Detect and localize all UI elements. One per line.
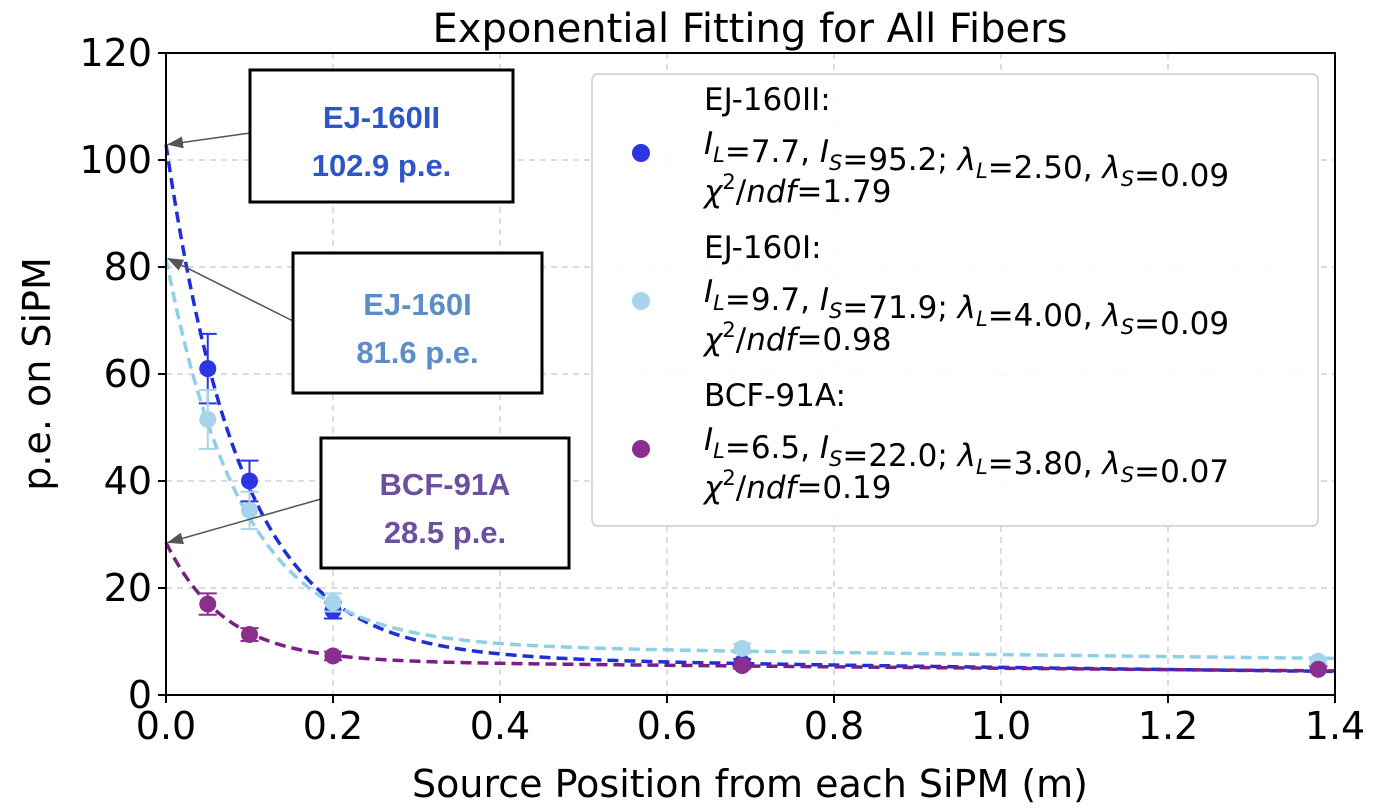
annotation-label: BCF-91A — [380, 467, 511, 502]
annotation-ej-160ii: EJ-160II 102.9 p.e. — [167, 68, 515, 204]
annotation-arrow — [167, 132, 251, 149]
legend-chi2: χ2/ndf=0.98 — [702, 318, 891, 358]
annotation-label: EJ-160II — [323, 100, 440, 135]
y-tick-label: 20 — [104, 566, 152, 610]
legend-fit-params: IL=7.7, IS=95.2; λL=2.50, λS=0.09 — [704, 126, 1229, 194]
y-tick-label: 0 — [128, 673, 152, 717]
y-tick-label: 40 — [104, 459, 152, 503]
x-tick-label: 1.4 — [1305, 704, 1365, 748]
legend-series-name: EJ-160II: — [704, 82, 831, 118]
data-point-ej-160i — [324, 592, 342, 613]
annotation-box — [319, 436, 571, 570]
annotation-label: EJ-160I — [363, 287, 472, 322]
data-point-bcf-91a — [198, 592, 217, 616]
legend-entry-ej-160ii: EJ-160II: IL=7.7, IS=95.2; λL=2.50, λS=0.… — [632, 82, 1229, 210]
annotation-box — [291, 251, 544, 395]
marker — [241, 501, 258, 519]
legend-series-name: EJ-160I: — [704, 230, 822, 266]
y-tick-label: 60 — [104, 352, 152, 396]
annotation-value: 81.6 p.e. — [356, 335, 478, 370]
x-tick-label: 0.8 — [804, 704, 864, 748]
x-tick-label: 0.0 — [136, 704, 196, 748]
legend-frame — [591, 73, 1319, 527]
annotation-box — [248, 68, 515, 204]
annotation-ej-160i: EJ-160I 81.6 p.e. — [167, 251, 544, 395]
legend-series-name: BCF-91A: — [704, 378, 846, 414]
legend-fit-params: IL=9.7, IS=71.9; λL=4.00, λS=0.09 — [704, 274, 1229, 342]
data-point-ej-160i — [733, 639, 752, 657]
data-point-bcf-91a — [733, 657, 752, 675]
data-point-bcf-91a — [1309, 660, 1328, 678]
x-tick-label: 0.4 — [470, 704, 530, 748]
legend-fit-params: IL=6.5, IS=22.0; λL=3.80, λS=0.07 — [704, 422, 1229, 490]
annotation-arrow — [167, 257, 294, 322]
legend-entry-bcf-91a: BCF-91A: IL=6.5, IS=22.0; λL=3.80, λS=0.0… — [632, 378, 1229, 506]
marker — [199, 595, 217, 613]
y-tick-label: 120 — [79, 31, 152, 75]
marker — [199, 410, 217, 428]
annotations: EJ-160II 102.9 p.e. EJ-160I 81.6 p.e. BCF-91… — [167, 68, 571, 570]
marker — [241, 626, 258, 644]
legend-chi2: χ2/ndf=1.79 — [702, 170, 891, 210]
x-tick-label: 0.2 — [303, 704, 363, 748]
x-axis-ticks: 0.0 0.2 0.4 0.6 0.8 1.0 1.2 1.4 — [136, 695, 1365, 748]
data-points — [198, 332, 1328, 678]
annotation-value: 28.5 p.e. — [384, 515, 506, 550]
data-point-bcf-91a — [240, 626, 259, 644]
annotation-arrow — [167, 498, 322, 545]
marker — [733, 657, 751, 675]
legend-entry-ej-160i: EJ-160I: IL=9.7, IS=71.9; λL=4.00, λS=0.0… — [632, 230, 1229, 358]
y-tick-label: 80 — [104, 245, 152, 289]
x-axis-label: Source Position from each SiPM (m) — [412, 762, 1088, 806]
legend-marker — [632, 292, 650, 310]
data-point-ej-160i — [198, 389, 217, 450]
x-tick-label: 1.2 — [1138, 704, 1198, 748]
marker — [199, 360, 217, 378]
annotation-bcf-91a: BCF-91A 28.5 p.e. — [167, 436, 571, 570]
y-tick-label: 100 — [79, 138, 152, 182]
marker — [1309, 660, 1327, 678]
fit-curve-ej-160i — [164, 258, 1336, 661]
x-tick-label: 0.6 — [637, 704, 697, 748]
legend: EJ-160II: IL=7.7, IS=95.2; λL=2.50, λS=0.… — [591, 73, 1319, 527]
marker — [324, 647, 342, 665]
data-point-bcf-91a — [324, 647, 342, 665]
legend-marker — [632, 144, 650, 162]
legend-marker — [632, 440, 650, 458]
marker — [733, 639, 751, 657]
chart-title: Exponential Fitting for All Fibers — [433, 6, 1068, 52]
y-axis-ticks: 0 20 40 60 80 100 120 — [79, 31, 166, 717]
x-tick-label: 1.0 — [971, 704, 1031, 748]
data-point-ej-160i — [240, 490, 259, 531]
annotation-value: 102.9 p.e. — [312, 148, 452, 183]
y-axis-label: p.e. on SiPM — [15, 257, 59, 491]
legend-chi2: χ2/ndf=0.19 — [702, 466, 891, 506]
marker — [241, 472, 258, 490]
marker — [324, 593, 342, 611]
